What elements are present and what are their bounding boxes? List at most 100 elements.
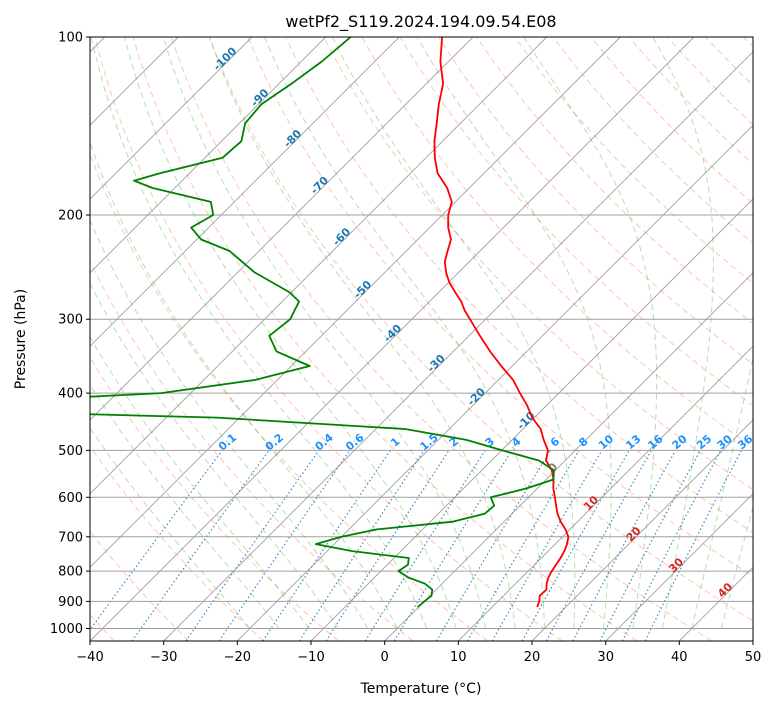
mixing-ratio-label: 16 [645,432,665,452]
x-tick-label: −40 [76,650,103,665]
y-tick-label: 500 [58,444,83,459]
isotherm-label: 20 [624,524,644,544]
isotherm-label: -80 [281,127,304,150]
mixing-ratio-line [599,450,701,641]
mixing-ratio-label: 1 [388,435,402,450]
isotherm-line [310,198,753,641]
isotherm-label: 30 [666,555,686,575]
dry-adiabat [743,37,753,48]
isotherm-line [236,124,753,641]
dry-adiabat [209,37,753,622]
moist-adiabat [162,37,487,629]
dry-adiabat [90,260,414,641]
mixing-ratio-line [521,450,630,641]
y-tick-label: 300 [58,313,83,328]
isotherm-label: -20 [465,385,488,408]
mixing-ratio-line [644,450,743,641]
mixing-ratio-line [572,450,677,641]
x-axis-label: Temperature (°C) [360,681,482,697]
isotherm-label: -40 [381,321,404,344]
moist-adiabat [208,37,516,629]
isotherm-label: -70 [308,174,331,197]
isotherm-line [90,37,253,200]
x-tick-label: 30 [597,650,614,665]
mixing-ratio-line [185,450,320,641]
moist-adiabat [90,219,369,629]
mixing-ratio-line [218,450,351,641]
chart-title: wetPf2_S119.2024.194.09.54.E08 [285,12,556,32]
mixing-ratio-label: 4 [509,435,523,450]
isotherm-label: -100 [211,44,240,73]
moist-adiabat [720,505,753,629]
isotherm-line [457,345,753,641]
y-tick-label: 100 [58,31,83,46]
mixing-ratio-label: 13 [623,432,643,452]
moist-adiabat [90,282,339,629]
isotherm-line [678,566,753,641]
mixing-ratio-label: 25 [694,432,714,452]
isotherm-line [90,37,474,421]
mixing-ratio-label: 20 [670,432,690,452]
isotherm-line [752,640,753,641]
isotherm-label: -30 [425,352,448,375]
dry-adiabat [476,37,753,325]
isotherm-line [90,37,400,347]
dry-adiabat [90,445,264,641]
dry-adiabat [437,37,753,365]
dry-adiabat [132,37,638,641]
y-tick-label: 600 [58,491,83,506]
moist-adiabat [90,383,280,629]
dry-adiabat [90,152,488,641]
moist-adiabat [691,355,753,629]
y-tick-label: 1000 [50,622,83,637]
isotherm-line [605,493,753,641]
isotherm-label: 40 [715,580,735,600]
mixing-ratio-line [298,450,425,641]
dry-adiabat [170,37,712,641]
moist-adiabat [652,37,714,629]
x-tick-label: 50 [745,650,762,665]
mixing-ratio-line [364,450,486,641]
isotherm-label: -60 [330,225,353,248]
x-tick-label: −10 [297,650,324,665]
y-tick-label: 700 [58,530,83,545]
moist-adiabat [90,336,310,629]
x-tick-label: 20 [524,650,541,665]
moist-adiabat [264,37,545,629]
x-tick-label: 0 [381,650,389,665]
moist-adiabat [331,37,576,629]
isotherm-line [163,51,753,641]
y-tick-label: 800 [58,565,83,580]
x-tick-label: 10 [450,650,467,665]
isotherm-line [90,37,695,641]
isotherm-line [531,419,753,641]
dry-adiabat [247,37,753,577]
mixing-ratio-label: 10 [596,432,616,452]
mixing-ratio-line [393,450,513,641]
isotherm-line [384,272,753,641]
moist-adiabat [124,37,457,629]
y-tick-label: 400 [58,387,83,402]
isotherm-label: 10 [581,493,601,513]
temperature-profile [433,37,570,608]
dry-adiabat [667,37,753,126]
x-tick-label: 40 [671,650,688,665]
isotherm-label: -50 [351,278,374,301]
moist-adiabat [523,37,658,629]
y-tick-label: 900 [58,595,83,610]
moist-adiabat [90,426,251,629]
mixing-ratio-line [325,450,450,641]
moist-adiabat [416,37,612,629]
dry-adiabat [90,356,339,641]
x-tick-label: −30 [150,650,177,665]
isotherm-line [90,37,621,568]
dry-adiabat [323,37,753,491]
mixing-ratio-line [545,450,652,641]
moist-adiabat [90,140,398,629]
isotherm-line [90,37,327,274]
dry-adiabat [285,37,753,534]
dry-adiabat [94,37,563,641]
mixing-ratio-line [262,450,391,641]
dry-adiabat [705,37,753,87]
